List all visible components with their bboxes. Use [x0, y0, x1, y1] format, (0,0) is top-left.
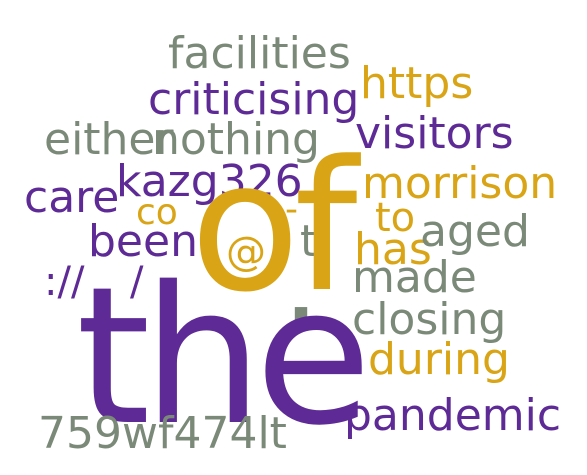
word-to: to [375, 195, 416, 241]
word-been: been [88, 216, 198, 267]
word-nothing: nothing [152, 114, 320, 165]
word-slash: / [130, 259, 144, 305]
word-at: @ [226, 229, 266, 275]
word-co: co [136, 192, 178, 233]
word-dot: . [282, 212, 321, 351]
word-https: https [360, 58, 474, 109]
word-visitors: visitors [355, 108, 514, 159]
word-pandemic: pandemic [344, 390, 562, 441]
word-the: the [76, 246, 372, 467]
word-either: either [44, 114, 174, 165]
word-dash: - [285, 189, 298, 230]
word-made: made [352, 252, 477, 303]
word-colon-slashes: :// [44, 259, 85, 305]
word-t: t [300, 216, 318, 267]
word-of: of [190, 123, 357, 332]
word-kazg326: kazg326 [116, 156, 303, 207]
word-code: 759wf474lt [38, 408, 287, 459]
word-facilities: facilities [168, 28, 351, 79]
word-morrison: morrison [362, 158, 558, 209]
word-during: during [368, 334, 510, 385]
word-closing: closing [352, 294, 507, 345]
word-care: care [24, 172, 120, 223]
word-has: has [354, 224, 432, 275]
word-criticising: criticising [148, 74, 360, 125]
word-aged: aged [420, 206, 530, 257]
